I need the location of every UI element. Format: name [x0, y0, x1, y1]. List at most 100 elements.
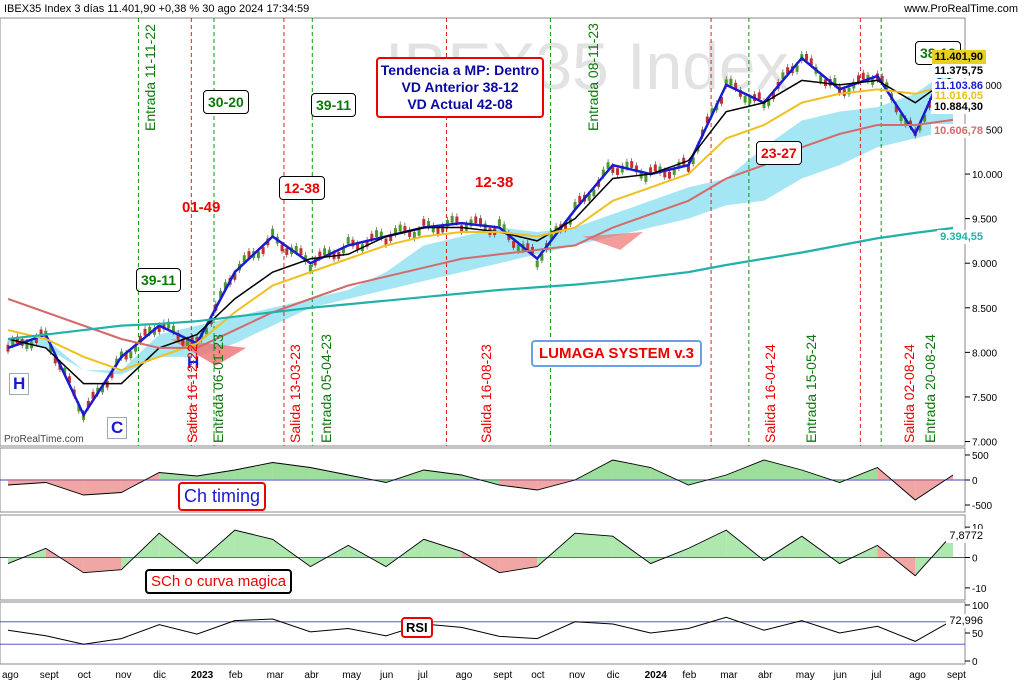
candle-body	[285, 248, 289, 255]
candle-body	[460, 225, 464, 233]
candle-body	[445, 220, 449, 227]
candle-body	[479, 218, 482, 225]
candle-body	[923, 114, 927, 122]
ch-timing-area	[499, 480, 538, 490]
candle-body	[677, 161, 681, 169]
yellow-ma-line	[7, 82, 954, 372]
month-label: jul	[870, 670, 881, 681]
sch-area	[423, 539, 462, 558]
candle-body	[616, 168, 620, 175]
candle-body	[91, 391, 95, 399]
salida-label-2: Salida 13-03-23	[287, 344, 303, 443]
rsi-y-tick-label: 100	[972, 601, 989, 612]
salida-label-5: Salida 02-08-24	[901, 344, 917, 443]
sch-line	[7, 529, 954, 577]
candle-body	[535, 260, 539, 268]
entrada-label-6: Entrada 20-08-24	[922, 334, 938, 443]
sch-y-tick-label: 10	[972, 523, 984, 534]
candle-body	[672, 168, 676, 175]
chart-title: IBEX35 Index 3 días 11.401,90 +0,38 % 30…	[4, 3, 310, 15]
candle-body	[625, 161, 629, 169]
price-y-tick-label: 10.000	[972, 170, 1003, 181]
sch-last-box: 7,8772	[946, 529, 986, 543]
rsi-label: RSI	[401, 617, 433, 638]
ch-timing-line	[7, 459, 954, 501]
candle-body	[795, 65, 799, 72]
green-box-3: 39-11	[311, 93, 357, 117]
month-label: 2023	[191, 670, 214, 681]
sch-y-tick-label: -10	[972, 584, 987, 595]
candle-body	[422, 219, 426, 226]
ch-timing-area	[234, 462, 273, 480]
lumaga-label: LUMAGA SYSTEM v.3	[531, 340, 703, 367]
sch-area	[688, 530, 727, 558]
candle-body	[11, 338, 15, 346]
price-y-tick-label: 11.000	[972, 81, 1002, 92]
ch-timing-area	[45, 480, 84, 495]
month-label: mar	[720, 670, 738, 681]
candle-body	[77, 404, 81, 412]
candle-body	[294, 245, 298, 253]
candle-body	[167, 321, 171, 329]
candle-body	[819, 75, 823, 82]
month-label: nov	[115, 670, 131, 681]
month-label: may	[796, 670, 815, 681]
candle-body	[408, 230, 412, 237]
entrada-label-5: Entrada 15-05-24	[803, 334, 819, 443]
candle-body	[181, 338, 185, 346]
candle-body	[497, 219, 501, 227]
red-box-2: 12-38	[279, 176, 325, 200]
candle-body	[247, 251, 251, 258]
candle-body	[611, 166, 615, 173]
red-cloud-patch-2	[582, 232, 644, 250]
candle-body	[847, 87, 851, 95]
candle-body	[682, 157, 686, 165]
price-y-tick-label: 10.500	[972, 125, 1003, 136]
candle-body	[805, 53, 809, 61]
chart-header: IBEX35 Index 3 días 11.401,90 +0,38 % 30…	[0, 0, 1024, 18]
candle-body	[412, 231, 416, 239]
sch-area	[575, 533, 613, 558]
candle-body	[455, 216, 459, 224]
rsi-y-tick-label: 0	[972, 657, 978, 668]
candle-body	[186, 339, 190, 347]
candle-body	[786, 67, 790, 75]
month-label: jun	[833, 670, 847, 681]
ch-timing-area	[197, 470, 235, 480]
trend-line-2: VD Anterior 38-12	[401, 79, 519, 95]
ch-timing-area	[764, 460, 802, 480]
price-y-tick-label: 8.500	[972, 304, 997, 315]
month-label: abr	[758, 670, 773, 681]
prorealtime-label: ProRealTime.com	[4, 434, 84, 445]
sch-area	[83, 557, 122, 573]
month-label: oct	[78, 670, 92, 681]
candle-body	[526, 243, 530, 251]
month-label: nov	[569, 670, 585, 681]
candle-body	[384, 238, 388, 246]
candle-body	[67, 376, 71, 384]
candle-body	[86, 400, 90, 408]
candle-body	[379, 231, 383, 239]
candle-body	[280, 244, 284, 252]
ch-timing-y-tick-label: -500	[972, 501, 992, 512]
rsi-y-tick-label: 50	[972, 629, 984, 640]
teal-ma-line	[7, 226, 954, 341]
candle-body	[39, 329, 43, 337]
candle-body	[233, 273, 237, 280]
month-label: sept	[493, 670, 512, 681]
candle-body	[908, 120, 912, 128]
candle-body	[767, 99, 771, 106]
candle-body	[34, 336, 38, 344]
price-y-tick-label: 9.000	[972, 259, 997, 270]
salida-label-4: Salida 16-04-24	[762, 344, 778, 443]
candle-body	[710, 108, 714, 116]
candle-body	[601, 169, 605, 177]
candle-body	[809, 58, 813, 66]
ch-timing-area	[612, 460, 651, 480]
month-label: abr	[304, 670, 319, 681]
entrada-label-4: Entrada 08-11-23	[585, 23, 601, 131]
month-label: jun	[379, 670, 393, 681]
ch-timing-area	[8, 480, 46, 485]
candle-body	[110, 371, 114, 378]
